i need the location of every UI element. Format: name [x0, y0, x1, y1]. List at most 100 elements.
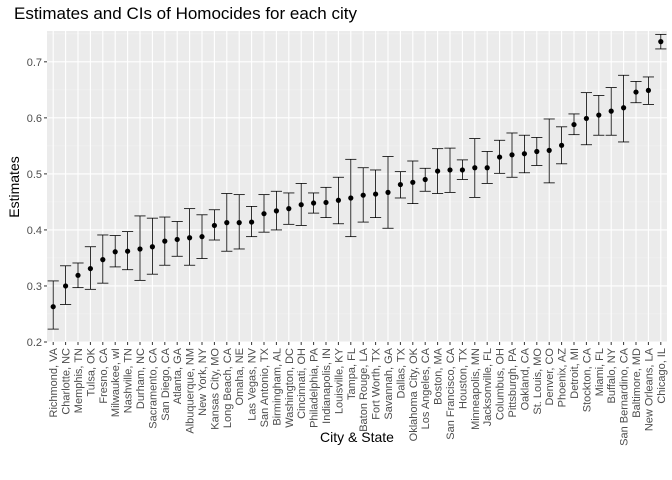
y-axis: 0.2 0.3 0.4 0.5 0.6 0.7: [27, 57, 47, 349]
x-tick-label: Nashville, TN: [123, 348, 135, 413]
x-tick-label: Milwaukee, wI: [110, 348, 122, 417]
x-tick-label: Dallas, TX: [395, 347, 407, 398]
estimate-point: [335, 197, 341, 203]
estimate-point: [596, 112, 602, 118]
y-tick-label: 0.3: [27, 281, 42, 293]
estimate-point: [112, 249, 118, 255]
estimate-point: [224, 220, 230, 226]
x-tick-label: Baltimore, MD: [631, 348, 643, 418]
estimate-point: [472, 165, 478, 171]
grid-major: [47, 31, 667, 343]
x-tick-label: Houston, TX: [457, 347, 469, 409]
estimate-point: [621, 105, 627, 111]
estimate-point: [199, 234, 205, 240]
x-tick-label: Savannah, GA: [383, 347, 395, 419]
estimate-point: [546, 147, 552, 153]
estimate-point: [373, 191, 379, 197]
x-tick-label: St. Louis, MO: [532, 348, 544, 415]
x-tick-label: San Diego, CA: [160, 347, 172, 420]
x-tick-label: San Francisco, CA: [445, 347, 457, 439]
estimate-point: [298, 202, 304, 208]
x-tick-label: Columbus, OH: [495, 348, 507, 420]
estimate-point: [100, 257, 106, 263]
estimate-point: [236, 220, 242, 226]
estimate-point: [273, 208, 279, 214]
x-tick-label: Miami, FL: [594, 348, 606, 396]
estimate-point: [497, 154, 503, 160]
x-tick-label: Cincinnati, OH: [296, 348, 308, 419]
estimate-point: [249, 219, 255, 225]
x-tick-label: Buffalo, NY: [606, 347, 618, 403]
estimate-point: [187, 235, 193, 241]
x-tick-label: Long Beach, CA: [222, 347, 234, 428]
x-tick-label: Indianapolis, IN: [321, 348, 333, 424]
estimate-point: [211, 222, 217, 229]
estimate-point: [509, 152, 515, 158]
y-tick-label: 0.6: [27, 113, 42, 125]
y-axis-title: Estimates: [6, 156, 22, 217]
x-tick-label: Boston, MA: [433, 347, 445, 405]
x-tick-label: Stockton, CA: [581, 347, 593, 412]
x-tick-label: Kansas City, MO: [209, 348, 221, 430]
x-tick-label: Los Angeles, CA: [420, 347, 432, 429]
x-tick-label: Washington, DC: [284, 348, 296, 428]
chart-title: Estimates and CIs of Homocides for each …: [14, 4, 357, 23]
x-tick-label: Denver, CO: [544, 348, 556, 406]
estimate-point: [360, 192, 366, 198]
estimate-point: [286, 206, 292, 212]
x-tick-label: Phoenix, AZ: [557, 348, 569, 408]
x-tick-label: Pittsburgh, PA: [507, 347, 519, 417]
plot-panel: [47, 31, 667, 342]
estimate-point: [137, 246, 143, 252]
estimate-point: [435, 168, 441, 174]
x-tick-label: Omaha, NE: [234, 348, 246, 405]
estimate-point: [311, 200, 317, 206]
x-tick-label: Minneapolis, MN: [470, 348, 482, 430]
estimate-point: [583, 115, 590, 122]
estimate-point: [534, 148, 540, 155]
y-tick-label: 0.2: [27, 337, 42, 349]
x-tick-label: Louisville, KY: [333, 347, 345, 414]
y-tick-label: 0.4: [27, 225, 42, 237]
x-tick-label: Fresno, CA: [98, 347, 110, 403]
x-axis: Richmond, VA Charlotte, NC Memphis, TN Tuls…: [48, 342, 668, 446]
y-tick-label: 0.5: [27, 169, 42, 181]
x-tick-label: Las Vegas, NV: [247, 347, 259, 420]
estimate-point: [633, 89, 639, 95]
data-points: [50, 39, 664, 310]
x-tick-label: San Bernardino, CA: [619, 347, 631, 445]
x-tick-label: Fort Worth, TX: [371, 347, 383, 419]
estimate-point: [174, 236, 180, 243]
x-tick-label: Birmingham, AL: [271, 348, 283, 426]
x-tick-label: Atlanta, GA: [172, 347, 184, 404]
estimate-point: [385, 189, 391, 195]
estimate-point: [459, 167, 465, 173]
x-tick-label: Chicago, IL: [656, 348, 668, 404]
estimate-point: [261, 211, 267, 217]
estimate-point: [397, 181, 403, 188]
estimate-point: [125, 248, 131, 254]
x-tick-label: Jacksonville, FL: [482, 348, 494, 426]
estimate-point: [484, 165, 490, 171]
x-tick-label: Sacramento, CA: [147, 347, 159, 428]
x-tick-label: Richmond, VA: [48, 347, 60, 417]
x-tick-label: San Antonio, TX: [259, 347, 271, 427]
estimate-point: [348, 195, 354, 201]
estimate-point: [521, 151, 528, 157]
estimate-point: [149, 244, 155, 250]
estimate-point: [410, 179, 416, 185]
x-tick-label: Baton Rouge, LA: [358, 347, 370, 431]
estimate-point: [50, 304, 56, 310]
x-tick-label: Durham, NC: [135, 348, 147, 409]
estimate-point: [63, 283, 69, 289]
x-tick-label: Albuquerque, NM: [185, 348, 197, 434]
estimate-point: [162, 238, 168, 244]
estimate-point: [422, 176, 428, 183]
x-tick-label: Memphis, TN: [73, 348, 85, 413]
x-tick-label: Philadelphia, PA: [309, 347, 321, 428]
x-tick-label: Tulsa, OK: [85, 347, 97, 396]
x-tick-label: Charlotte, NC: [61, 348, 73, 415]
x-axis-title: City & State: [320, 429, 394, 445]
x-tick-label: New York, NY: [197, 347, 209, 416]
